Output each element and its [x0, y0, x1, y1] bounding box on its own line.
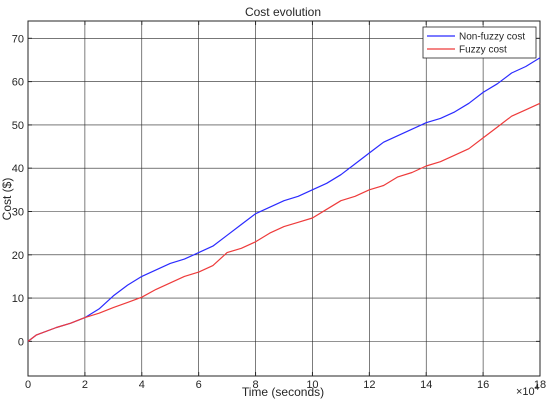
y-tick-label: 30 — [12, 206, 24, 218]
chart-title: Cost evolution — [245, 5, 321, 19]
series-line-non-fuzzy-cost — [27, 57, 541, 342]
x-tick-label: 12 — [363, 379, 375, 391]
series-line-fuzzy-cost — [27, 102, 541, 342]
x-tick-label: 16 — [477, 379, 489, 391]
x-axis-multiplier: ×104 — [516, 383, 540, 398]
x-multiplier-exponent: 4 — [535, 383, 540, 392]
y-tick-label: 20 — [12, 250, 24, 262]
x-tick-label: 10 — [306, 379, 318, 391]
series-group — [27, 57, 541, 342]
x-axis-ticks: 0 2 4 6 8 10 12 14 16 18 — [25, 21, 546, 391]
y-tick-label: 50 — [12, 120, 24, 132]
y-axis-label: Cost ($) — [0, 178, 14, 221]
y-tick-label: 0 — [18, 336, 24, 348]
y-tick-label: 70 — [12, 33, 24, 45]
y-tick-label: 60 — [12, 77, 24, 89]
x-tick-label: 14 — [420, 379, 432, 391]
legend-label-non-fuzzy: Non-fuzzy cost — [459, 32, 525, 43]
x-tick-label: 18 — [534, 379, 546, 391]
x-axis-label: Time (seconds) — [242, 385, 324, 399]
y-tick-label: 40 — [12, 163, 24, 175]
y-tick-label: 10 — [12, 293, 24, 305]
y-axis-ticks: 0 10 20 30 40 50 60 70 — [12, 33, 540, 348]
legend-label-fuzzy: Fuzzy cost — [459, 45, 507, 56]
plot-area — [27, 20, 541, 377]
x-tick-label: 0 — [25, 379, 31, 391]
legend: Non-fuzzy cost Fuzzy cost — [422, 26, 537, 59]
legend-box — [422, 26, 537, 59]
x-tick-label: 2 — [82, 379, 88, 391]
x-multiplier-base: ×10 — [516, 386, 535, 398]
grid — [28, 21, 540, 376]
x-tick-label: 8 — [252, 379, 258, 391]
x-tick-label: 4 — [139, 379, 145, 391]
x-tick-label: 6 — [196, 379, 202, 391]
